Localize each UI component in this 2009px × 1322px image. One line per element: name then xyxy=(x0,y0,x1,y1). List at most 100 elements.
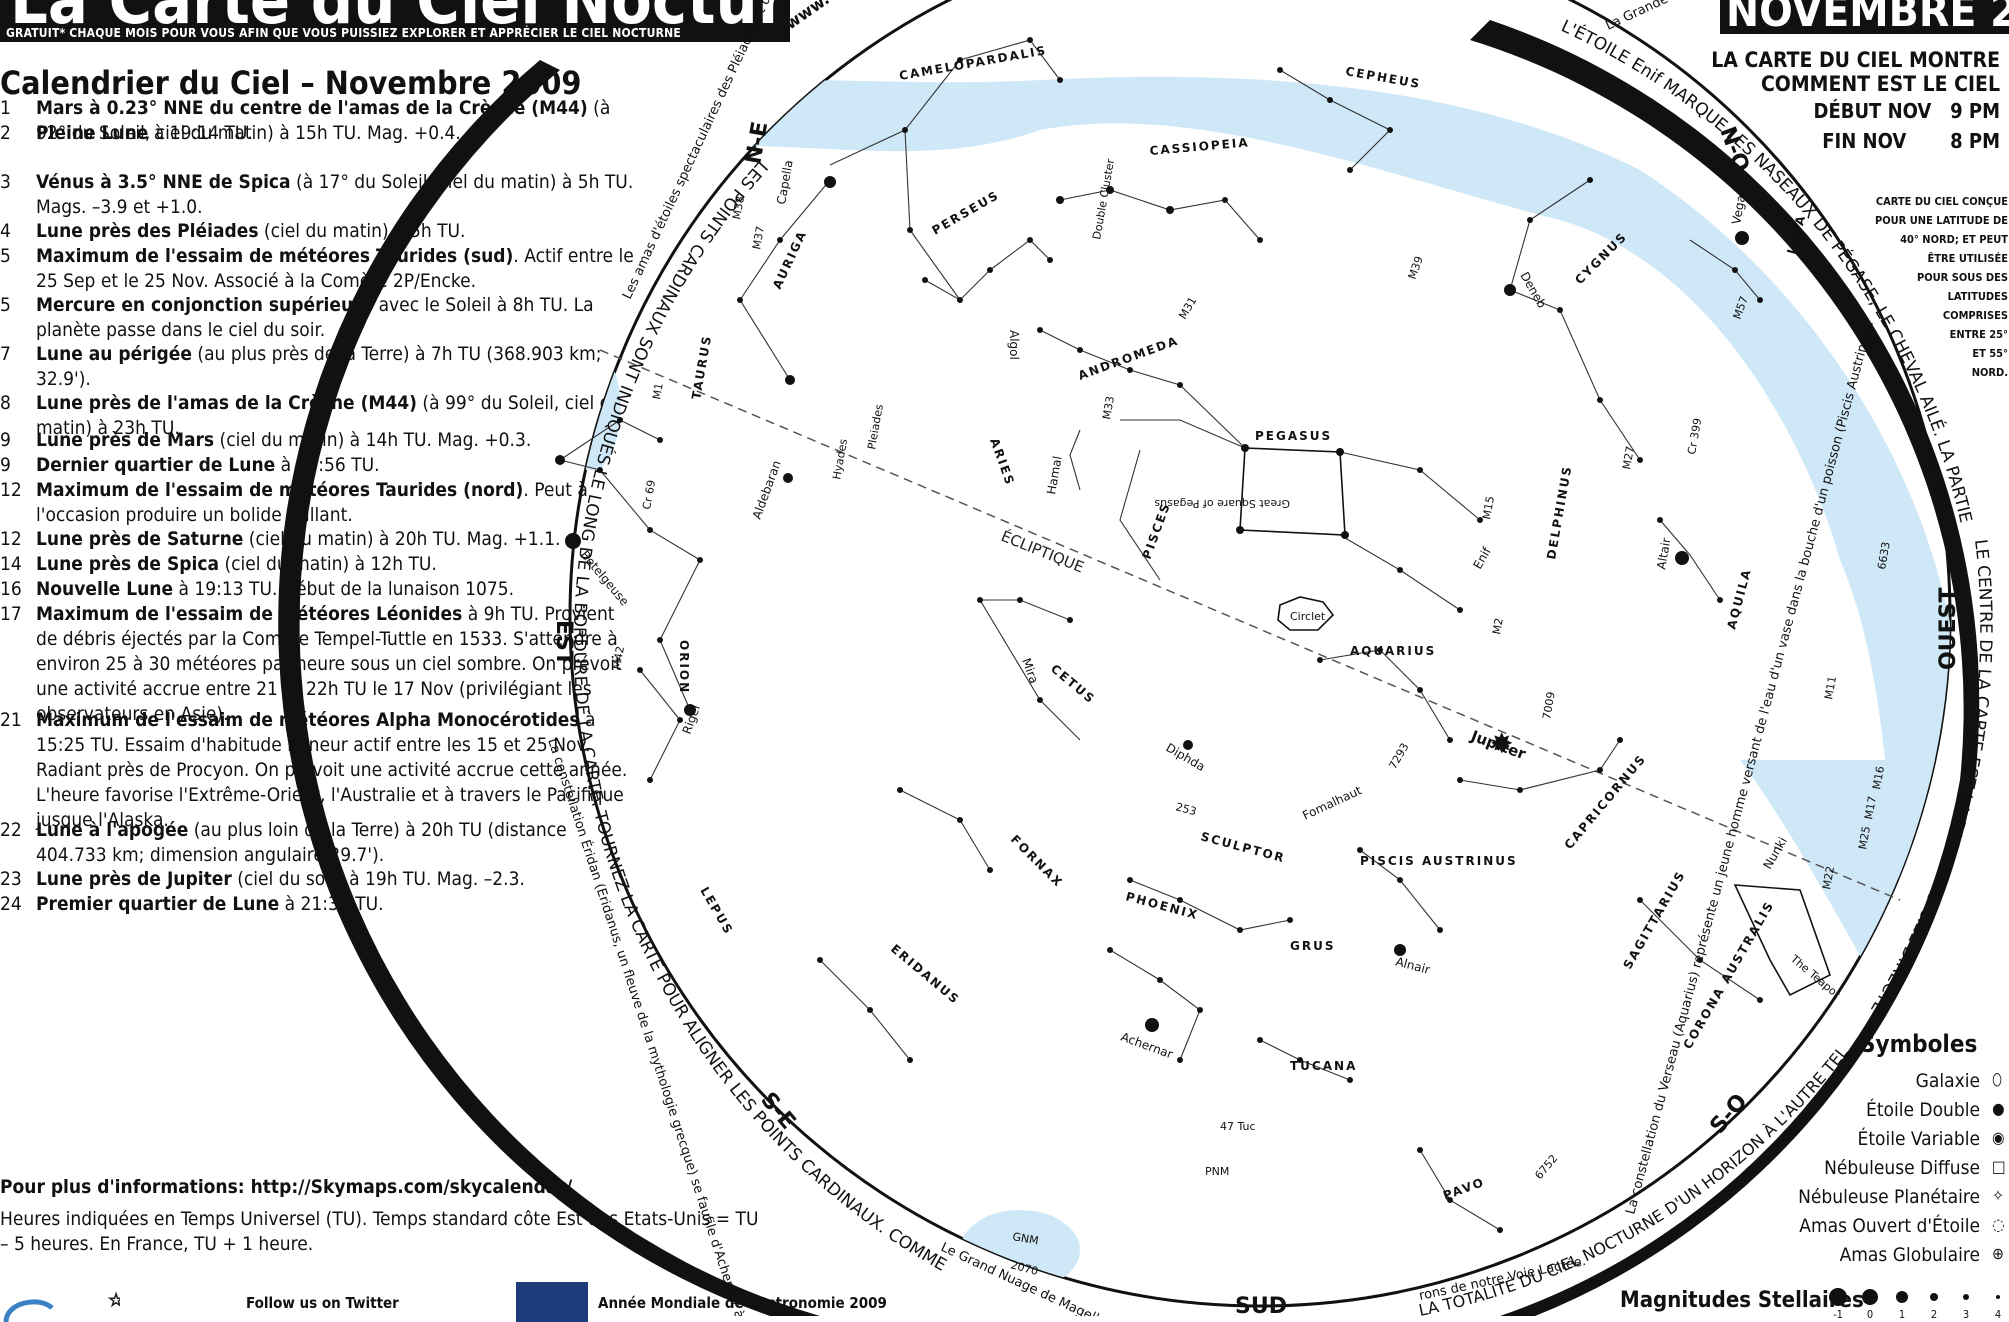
star-label: Alnair xyxy=(1394,954,1431,977)
title-banner xyxy=(0,0,790,42)
calendar-event-title: Lune près des Pléiades xyxy=(36,220,259,242)
constellation-line xyxy=(1109,949,1201,1061)
constellation-label: DELPHINUS xyxy=(1544,464,1574,561)
calendar-event-day: 9 xyxy=(0,429,11,451)
calendar-event-detail: . Peut à l'occasion produire un bolide b… xyxy=(36,479,588,526)
constellation-label: PISCIS AUSTRINUS xyxy=(1360,854,1518,868)
calendar-event-text: Maximum de l'essaim de météores Taurides… xyxy=(36,478,636,528)
star-dot xyxy=(902,127,908,133)
calendar-event-day: 7 xyxy=(0,343,11,365)
calendar-event-detail: (ciel du matin) à 20h TU. Mag. +1.1. xyxy=(243,528,561,550)
rim-text-left: LES POINTS CARDINAUX SONT INDIQUÉS LE LO… xyxy=(0,0,950,1276)
deep-sky-label: M33 xyxy=(1100,395,1117,420)
star-dot xyxy=(1077,347,1083,353)
star-dot xyxy=(1067,617,1073,623)
star-dot xyxy=(1057,77,1063,83)
deep-sky-label: 7009 xyxy=(1540,691,1558,721)
calendar-event-detail: à 15:25 TU. Essaim d'habitude mineur act… xyxy=(36,709,628,831)
constellation-line xyxy=(739,179,831,381)
twitter-link[interactable]: Follow us on Twitter xyxy=(246,1294,399,1312)
star-dot xyxy=(1341,531,1349,539)
star-dot xyxy=(1336,448,1344,456)
star-dot xyxy=(597,467,603,473)
month-banner xyxy=(1720,0,2009,34)
star-dot xyxy=(1417,687,1423,693)
calendar-event-title: Mars à 0.23° NNE du centre de l'amas de … xyxy=(36,97,588,119)
calendar-event-detail: (à 92° du Soleil, ciel du matin) à 15h T… xyxy=(36,97,611,144)
star-label: Achernar xyxy=(1119,1030,1175,1062)
star-dot xyxy=(1297,1057,1303,1063)
month-title: NOVEMBRE 2009 xyxy=(1726,0,2009,37)
star-dot xyxy=(1637,457,1643,463)
calendar-event-day: 23 xyxy=(0,868,22,890)
star-dot xyxy=(907,1057,913,1063)
star-dot xyxy=(1197,1007,1203,1013)
calendar-event-text: Vénus à 3.5° NNE de Spica (à 17° du Sole… xyxy=(36,170,636,220)
magnitude-dot xyxy=(1930,1293,1938,1301)
deep-sky-label: 47 Tuc xyxy=(1220,1120,1256,1133)
deep-sky-label: 253 xyxy=(1174,800,1198,818)
calendar-event-title: Lune près de Spica xyxy=(36,553,220,575)
web-address-fragment: www. xyxy=(781,0,832,33)
calendar-event-text: Pleine Lune à 19:14 TU. xyxy=(36,121,636,146)
calendar-event-day: 14 xyxy=(0,553,22,575)
calendar-event-detail: avec le Soleil à 8h TU. La planète passe… xyxy=(36,294,594,341)
star-dot xyxy=(1675,551,1689,565)
constellation-label: LEPUS xyxy=(697,885,736,938)
double-star-icon: ● xyxy=(1992,1099,2005,1118)
calendar-event-title: Lune près de Mars xyxy=(36,429,215,451)
calendar-event-day: 5 xyxy=(0,245,11,267)
star-dot xyxy=(1107,947,1113,953)
calendar-heading: Calendrier du Ciel – Novembre 2009 xyxy=(0,64,582,102)
calendar-event-text: Maximum de l'essaim de météores Alpha Mo… xyxy=(36,708,636,833)
svg-text:☆ ☆ ☆: ☆ ☆ ☆ xyxy=(108,1290,120,1311)
map-info-panel: LA CARTE DU CIEL MONTRE COMMENT EST LE C… xyxy=(1700,48,2000,156)
constellation-label: SCULPTOR xyxy=(1199,829,1287,865)
constellation-label: CEPHEUS xyxy=(1344,64,1422,91)
star-dot xyxy=(1397,877,1403,883)
calendar-event-text: Nouvelle Lune à 19:13 TU. Début de la lu… xyxy=(36,577,636,602)
deep-sky-label: M17 xyxy=(1862,795,1879,820)
time-row-end-time: 8 PM xyxy=(1950,129,2000,153)
variable-star-icon: ◉ xyxy=(1992,1128,2005,1147)
star-dot xyxy=(1047,257,1053,263)
star-dot xyxy=(1417,1147,1423,1153)
deep-sky-label: Great Square of Pegasus xyxy=(1154,497,1290,510)
timezone-note: Heures indiquées en Temps Universel (TU)… xyxy=(0,1208,759,1255)
constellation-label: PERSEUS xyxy=(930,188,1002,238)
star-dot xyxy=(1457,777,1463,783)
constellation-line xyxy=(1279,69,1391,171)
magnitude-label: 1 xyxy=(1898,1308,1906,1321)
calendar-event-title: Vénus à 3.5° NNE de Spica xyxy=(36,171,291,193)
star-dot xyxy=(922,277,928,283)
constellation-label: AQUARIUS xyxy=(1350,644,1436,658)
star-dot xyxy=(987,867,993,873)
map-info-title-line1: LA CARTE DU CIEL MONTRE xyxy=(1711,48,2000,72)
calendar-event-text: Lune près de Spica (ciel du matin) à 12h… xyxy=(36,552,636,577)
star-label: Hamal xyxy=(1044,455,1065,496)
deep-sky-label: M1 xyxy=(650,382,666,401)
calendar-event-day: 5 xyxy=(0,294,11,316)
star-dot xyxy=(1587,177,1593,183)
more-info-link[interactable]: Pour plus d'informations: http://Skymaps… xyxy=(0,1176,573,1198)
star-dot xyxy=(1417,467,1423,473)
star-dot xyxy=(637,667,643,673)
star-dot xyxy=(1027,237,1033,243)
latitude-note-line: CARTE DU CIEL CONÇUE xyxy=(1875,195,2008,208)
calendar-event-title: Nouvelle Lune xyxy=(36,578,174,600)
star-dot xyxy=(684,704,696,716)
star-dot xyxy=(1557,307,1563,313)
globular-cluster-icon: ⊕ xyxy=(1992,1244,2005,1263)
deep-sky-label: Double Cluster xyxy=(1090,158,1117,241)
star-dot xyxy=(1437,927,1443,933)
deep-sky-label: PNM xyxy=(1205,1165,1229,1178)
latitude-note-line: LATITUDES xyxy=(1947,290,2008,303)
star-label: Rigel xyxy=(680,703,703,736)
symbol-label: Amas Globulaire xyxy=(1839,1244,1980,1266)
ecliptic-label: ÉCLIPTIQUE xyxy=(999,526,1087,576)
calendar-event-title: Maximum de l'essaim de météores Léonides xyxy=(36,603,463,625)
star-dot xyxy=(1347,1077,1353,1083)
star-dot xyxy=(1347,167,1353,173)
calendar-event-text: Lune au périgée (au plus près de la Terr… xyxy=(36,342,636,392)
calendar-event-detail: à 19:14 TU. xyxy=(148,122,253,144)
